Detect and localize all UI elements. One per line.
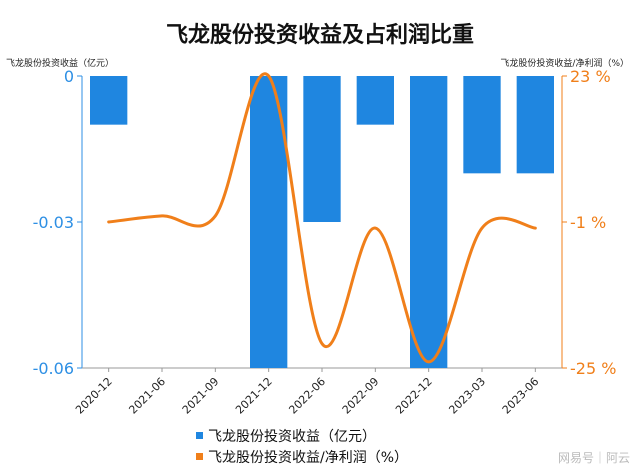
x-tick-label: 2021-06 [126, 375, 168, 417]
left-tick-label: 0 [64, 67, 74, 86]
x-tick-label: 2023-03 [446, 375, 488, 417]
bar [463, 76, 501, 174]
right-tick-label: 23 % [570, 67, 611, 86]
series-line [107, 72, 537, 364]
x-tick-label: 2023-06 [500, 375, 542, 417]
x-tick-label: 2021-09 [180, 375, 222, 417]
x-tick-label: 2021-12 [233, 375, 275, 417]
legend-label-line: 飞龙股份投资收益/净利润（%） [208, 450, 408, 466]
bar [303, 76, 341, 222]
right-tick-label: -1 % [570, 213, 606, 232]
left-tick-label: -0.03 [33, 213, 74, 232]
chart-title: 飞龙股份投资收益及占利润比重 [166, 22, 474, 48]
left-tick-label: -0.06 [33, 359, 74, 378]
right-tick-label: -25 % [570, 359, 616, 378]
bar [90, 76, 128, 125]
x-tick-label: 2022-06 [286, 375, 328, 417]
x-tick-label: 2020-12 [73, 375, 115, 417]
right-axis-label: 飞龙股份投资收益/净利润（%） [500, 57, 629, 69]
x-tick-label: 2022-09 [340, 375, 382, 417]
left-axis-label: 飞龙股份投资收益（亿元） [6, 57, 114, 69]
legend-label-bar: 飞龙股份投资收益（亿元） [208, 429, 376, 445]
legend-swatch-line [196, 453, 203, 460]
bar [516, 76, 554, 174]
plot-area: 0 -0.03 -0.06 23 % -1 % -25 % 2020-12 2021-06 20… [33, 67, 617, 417]
bar [410, 76, 448, 368]
watermark: 网易号｜阿云 [558, 451, 630, 465]
x-tick-label: 2022-12 [393, 375, 435, 417]
legend: 飞龙股份投资收益（亿元） 飞龙股份投资收益/净利润（%） [196, 429, 408, 466]
bar [356, 76, 394, 125]
legend-swatch-bar [196, 432, 203, 439]
